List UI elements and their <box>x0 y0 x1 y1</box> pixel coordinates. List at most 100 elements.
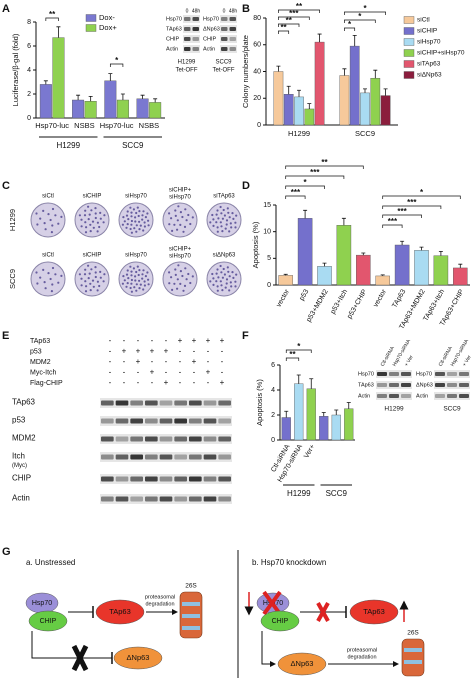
significance-label: ** <box>289 350 296 359</box>
blot-band <box>115 436 129 442</box>
blot-band <box>145 454 158 460</box>
colony <box>87 205 90 208</box>
group-label: SCC9 <box>122 141 144 150</box>
error-bar <box>43 80 48 85</box>
blot-band <box>435 372 445 376</box>
colony <box>174 214 177 217</box>
error-bar <box>380 274 385 276</box>
colony <box>130 215 133 218</box>
bar <box>297 218 313 286</box>
y-tick-label: 60 <box>253 42 261 49</box>
colony <box>130 231 133 234</box>
node <box>95 599 145 625</box>
colony <box>212 224 215 227</box>
significance-label: *** <box>397 207 407 216</box>
colony <box>219 280 222 283</box>
colony <box>91 220 95 223</box>
plate-label: siHsp70 <box>125 253 147 259</box>
blot-band <box>221 37 228 41</box>
x-tick-label: vector <box>372 288 388 309</box>
colony <box>223 273 226 276</box>
colony <box>171 288 174 291</box>
error-bar <box>322 262 327 267</box>
blot-band <box>174 418 187 424</box>
bar <box>336 225 352 286</box>
blot <box>220 35 237 43</box>
colony <box>139 224 142 227</box>
blot-band <box>159 418 173 424</box>
legend-swatch <box>403 16 415 24</box>
blot-background <box>220 45 237 53</box>
error-bar <box>346 402 351 409</box>
blot-label: Actin <box>12 494 30 503</box>
condition-sign: - <box>109 368 112 377</box>
colony <box>221 230 224 233</box>
blot-label: Itch <box>12 452 25 461</box>
condition-sign: + <box>150 368 155 377</box>
error-bar <box>283 273 288 276</box>
error-bar <box>276 65 281 72</box>
significance-label: *** <box>310 168 320 177</box>
blot-band <box>184 47 191 51</box>
error-bar <box>419 246 424 251</box>
blot-band <box>184 37 191 41</box>
significance-bracket <box>285 185 325 189</box>
bar <box>356 254 371 286</box>
error-bar <box>341 217 346 226</box>
colony <box>225 223 228 226</box>
panel-letter: A <box>2 3 10 15</box>
blot-background <box>434 381 470 389</box>
bar <box>149 102 162 119</box>
colony <box>147 278 150 281</box>
colony <box>94 275 97 279</box>
colony <box>51 283 54 286</box>
colony <box>219 264 222 268</box>
colony <box>224 286 227 289</box>
significance-bracket <box>109 63 124 67</box>
blot-band <box>159 454 173 460</box>
colony <box>228 275 231 278</box>
y-tick-label: 6 <box>271 362 275 369</box>
blot-band <box>174 496 187 502</box>
colony <box>228 216 231 219</box>
significance-label: * <box>358 12 362 21</box>
colony <box>36 223 39 226</box>
colony <box>99 217 102 220</box>
inset-row-label: CHIP <box>166 36 179 42</box>
colony <box>216 289 219 292</box>
blot-band <box>389 372 399 376</box>
colony <box>96 280 99 283</box>
inset-column: + Ver <box>404 354 415 368</box>
significance-label: * <box>115 56 119 65</box>
colony <box>141 214 144 217</box>
blot-background <box>183 15 200 23</box>
legend-label: Dox+ <box>99 23 117 32</box>
legend-label: siΔNp63 <box>417 72 442 79</box>
inset-row-label: CHIP <box>203 36 216 42</box>
legend-swatch <box>403 38 415 46</box>
panel-letter: G <box>2 546 11 558</box>
colony <box>168 223 171 226</box>
bar <box>281 417 291 441</box>
colony <box>143 280 146 283</box>
colony <box>103 273 106 276</box>
significance-label: *** <box>407 198 417 207</box>
x-tick-label: Hsp70-luc <box>35 121 69 130</box>
inset-column: + Ver <box>462 354 473 368</box>
colony <box>189 222 192 226</box>
colony <box>85 285 88 288</box>
error-bar <box>56 26 61 38</box>
panel-g: G a. Unstressed Hsp70 CHIP TAp63 proteas… <box>2 546 425 678</box>
colony <box>185 278 188 281</box>
inset-column: 0 <box>186 8 189 14</box>
condition-sign: + <box>220 336 225 345</box>
significance-label: ** <box>286 16 293 25</box>
colony <box>125 285 128 288</box>
plate-label: siCHIP <box>83 194 102 200</box>
bar <box>317 266 332 286</box>
group-label: H1299 <box>56 141 80 150</box>
colony <box>98 225 101 229</box>
bar <box>72 99 85 119</box>
colony <box>187 272 190 276</box>
colony <box>171 229 174 232</box>
